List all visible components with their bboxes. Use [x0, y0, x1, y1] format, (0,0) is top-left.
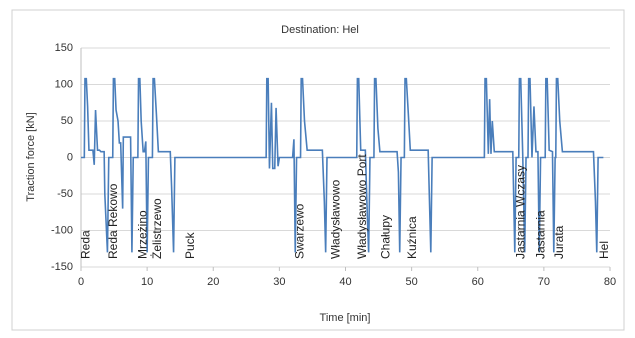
y-tick-label: 0 — [67, 151, 73, 163]
y-tick-label: -50 — [57, 188, 73, 200]
station-label: Puck — [183, 231, 197, 259]
station-label: Jastarnia — [533, 210, 547, 259]
station-label: Żelistrzewo — [150, 198, 164, 259]
y-tick-label: 50 — [61, 115, 73, 127]
station-label: Swarzewo — [293, 203, 307, 259]
x-tick-label: 60 — [472, 276, 484, 288]
x-tick-label: 0 — [78, 276, 84, 288]
x-tick-label: 80 — [604, 276, 616, 288]
chart-frame — [11, 9, 625, 331]
station-label: Hel — [597, 241, 611, 259]
x-tick-label: 30 — [273, 276, 285, 288]
x-tick-label: 10 — [141, 276, 153, 288]
station-label: Mrzeżino — [135, 210, 149, 259]
station-label: Jastarnia Wczasy — [514, 165, 528, 259]
y-axis-label: Traction force [kN] — [25, 112, 37, 201]
y-tick-label: -100 — [51, 224, 73, 236]
chart-title: Destination: Hel — [281, 24, 359, 36]
data-line — [81, 77, 604, 253]
station-label: Władysławowo — [328, 179, 342, 259]
x-tick-label: 70 — [538, 276, 550, 288]
station-label: Chałupy — [379, 215, 393, 259]
y-tick-label: -150 — [51, 261, 73, 273]
station-label: Kuźnica — [405, 216, 419, 259]
x-axis-label: Time [min] — [320, 312, 371, 324]
station-label: Jurata — [552, 225, 566, 259]
x-tick-label: 20 — [207, 276, 219, 288]
x-tick-label: 50 — [406, 276, 418, 288]
x-tick-label: 40 — [339, 276, 351, 288]
station-label: Reda Rekowo — [106, 183, 120, 259]
y-tick-label: 100 — [55, 78, 73, 90]
station-label: Reda — [78, 230, 92, 259]
station-label: Władysławowo Port — [355, 154, 369, 259]
y-tick-label: 150 — [55, 42, 73, 54]
